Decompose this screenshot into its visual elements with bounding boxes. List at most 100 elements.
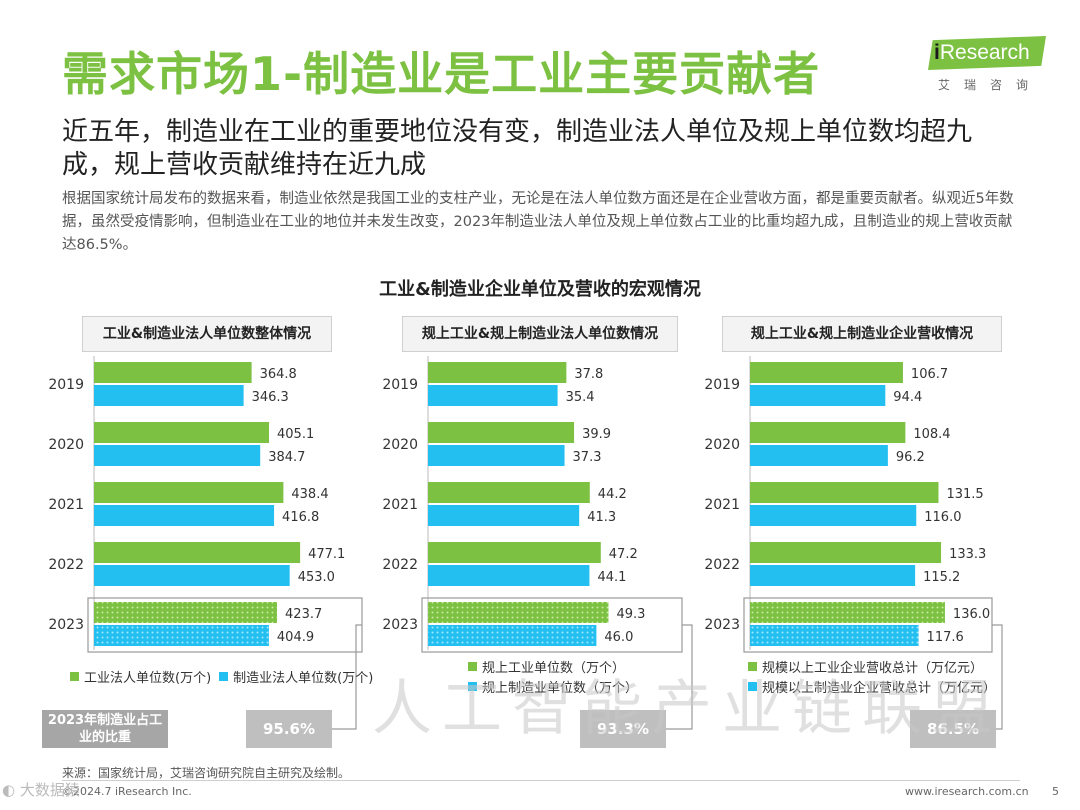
bar-green (94, 542, 301, 563)
year-tick-label: 2021 (48, 497, 84, 513)
bar-blue (94, 565, 290, 586)
bar-value-label: 108.4 (913, 427, 950, 442)
bar-blue (750, 625, 919, 646)
bar-value-label: 96.2 (896, 450, 925, 465)
legend-item-industry-units: 工业法人单位数(万个) (70, 667, 211, 686)
panel-3-title: 规上工业&规上制造业企业营收情况 (722, 316, 1002, 352)
bar-value-label: 37.8 (574, 367, 603, 382)
legend-label: 规上工业单位数（万个） (482, 660, 626, 676)
year-tick-label: 2022 (382, 557, 418, 573)
bar-value-label: 131.5 (946, 487, 983, 502)
year-tick-label: 2019 (382, 377, 418, 393)
panel-3-ratio-box: 86.5% (910, 710, 996, 748)
bar-green (94, 362, 252, 383)
year-tick-label: 2022 (704, 557, 740, 573)
iresearch-logo: iResearch 艾瑞咨询 (928, 36, 1052, 96)
bar-value-label: 117.6 (927, 630, 964, 645)
legend-label: 制造业法人单位数(万个) (233, 670, 374, 686)
logo-wordmark: iResearch (934, 41, 1030, 65)
bar-blue (750, 445, 888, 466)
headline-summary: 近五年，制造业在工业的重要地位没有变，制造业法人单位及规上单位数均超九成，规上营… (62, 117, 973, 180)
chart-main-title: 工业&制造业企业单位及营收的宏观情况 (379, 279, 701, 300)
legend-swatch-blue (748, 681, 757, 691)
bar-green (750, 542, 942, 563)
bar-value-label: 49.3 (616, 607, 645, 622)
year-tick-label: 2021 (382, 497, 418, 513)
bar-blue (428, 445, 565, 466)
bar-green (750, 362, 903, 383)
legend-label: 规模以上工业企业营收总计（万亿元） (762, 660, 984, 676)
year-tick-label: 2020 (48, 437, 84, 453)
bar-value-label: 453.0 (298, 570, 335, 585)
legend-label: 规上制造业单位数（万个） (482, 680, 639, 696)
legend-label: 规模以上制造业企业营收总计（万亿元） (762, 680, 997, 696)
bar-green (428, 542, 601, 563)
year-tick-label: 2023 (382, 617, 418, 633)
panel-2-title: 规上工业&规上制造业法人单位数情况 (402, 316, 678, 352)
year-tick-label: 2021 (704, 497, 740, 513)
bar-value-label: 35.4 (566, 390, 595, 405)
bar-value-label: 44.2 (598, 487, 627, 502)
bar-value-label: 94.4 (893, 390, 922, 405)
bar-green (750, 602, 945, 623)
panel-1-legend: 工业法人单位数(万个) 制造业法人单位数(万个) (70, 666, 381, 686)
panel-1-ratio-box: 95.6% (246, 710, 332, 748)
legend-swatch-blue (219, 671, 229, 681)
bar-value-label: 416.8 (282, 510, 319, 525)
logo-i: i (934, 41, 940, 64)
legend-item-manufacturing-revenue: 规模以上制造业企业营收总计（万亿元） (748, 676, 996, 696)
bar-green (428, 482, 590, 503)
bar-value-label: 133.3 (949, 547, 986, 562)
year-tick-label: 2023 (48, 617, 84, 633)
bar-green (94, 482, 284, 503)
panel-2-ratio-box: 93.3% (580, 710, 666, 748)
bar-blue (94, 445, 261, 466)
bar-value-label: 477.1 (308, 547, 345, 562)
panel-3-legend: 规模以上工业企业营收总计（万亿元） 规模以上制造业企业营收总计（万亿元） (748, 656, 996, 696)
bar-value-label: 384.7 (268, 450, 305, 465)
logo-subtitle: 艾瑞咨询 (938, 78, 1043, 92)
body-paragraph: 根据国家统计局发布的数据来看，制造业依然是我国工业的支柱产业，无论是在法人单位数… (62, 191, 1014, 253)
bar-blue (750, 565, 916, 586)
bar-green (94, 422, 270, 443)
ratio-connector-line (666, 624, 693, 730)
bar-green (750, 422, 906, 443)
year-tick-label: 2023 (704, 617, 740, 633)
year-tick-label: 2019 (48, 377, 84, 393)
page-title: 需求市场1-制造业是工业主要贡献者 (62, 47, 821, 101)
footer-divider (62, 780, 1020, 781)
legend-label: 工业法人单位数(万个) (84, 670, 212, 686)
bar-value-label: 346.3 (252, 390, 289, 405)
watermark-text: 人工智能产业链联盟 (372, 674, 1002, 744)
year-tick-label: 2019 (704, 377, 740, 393)
year-tick-label: 2022 (48, 557, 84, 573)
bar-blue (428, 565, 590, 586)
bar-blue (94, 385, 244, 406)
page-number: 5 (1052, 785, 1059, 798)
ratio-connector-line (992, 624, 1003, 730)
bar-green (428, 362, 567, 383)
copyright: ©2024.7 iResearch Inc. (62, 785, 192, 798)
corner-watermark: ◐ 大数据猿 (2, 781, 80, 799)
legend-swatch-green (468, 661, 477, 671)
bar-blue (94, 505, 275, 526)
bar-blue (750, 505, 917, 526)
logo-badge (928, 36, 1046, 70)
bar-value-label: 106.7 (911, 367, 948, 382)
panel-1-title: 工业&制造业法人单位数整体情况 (82, 316, 332, 352)
bar-blue (428, 625, 597, 646)
year-tick-label: 2020 (704, 437, 740, 453)
bar-blue (428, 385, 558, 406)
legend-swatch-blue (468, 681, 477, 691)
bar-green (750, 482, 939, 503)
logo-brand: Research (939, 41, 1030, 64)
bar-value-label: 39.9 (582, 427, 611, 442)
legend-item-manufacturing-units: 制造业法人单位数(万个) (219, 667, 373, 686)
panel-2-legend: 规上工业单位数（万个） 规上制造业单位数（万个） (468, 656, 638, 696)
bar-value-label: 46.0 (604, 630, 633, 645)
bar-value-label: 364.8 (260, 367, 297, 382)
bar-value-label: 115.2 (923, 570, 960, 585)
bar-value-label: 404.9 (277, 630, 314, 645)
legend-swatch-green (748, 661, 757, 671)
